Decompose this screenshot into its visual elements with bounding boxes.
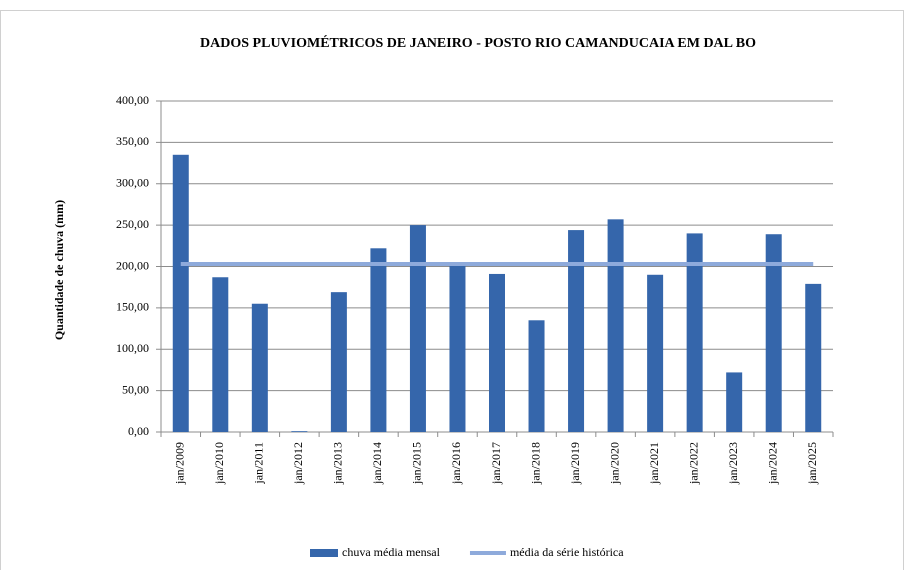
bar — [805, 283, 822, 432]
bar — [686, 233, 703, 432]
x-tick-label: jan/2011 — [252, 442, 266, 485]
y-tick-label: 250,00 — [116, 217, 149, 231]
bar — [449, 262, 466, 432]
bar — [212, 277, 229, 432]
x-tick-label: jan/2022 — [686, 442, 700, 485]
bar — [568, 230, 585, 432]
x-tick-label: jan/2009 — [173, 442, 187, 485]
x-tick-label: jan/2023 — [726, 442, 740, 485]
x-tick-label: jan/2015 — [410, 442, 424, 485]
y-tick-label: 300,00 — [116, 176, 149, 190]
x-tick-label: jan/2025 — [805, 442, 819, 485]
x-tick-label: jan/2018 — [528, 442, 542, 485]
y-tick-label: 0,00 — [128, 424, 149, 438]
y-tick-label: 100,00 — [116, 341, 149, 355]
x-tick-label: jan/2014 — [370, 442, 384, 485]
y-tick-label: 400,00 — [116, 93, 149, 107]
chart-title: DADOS PLUVIOMÉTRICOS DE JANEIRO - POSTO … — [200, 34, 756, 51]
y-tick-label: 150,00 — [116, 300, 149, 314]
x-tick-label: jan/2017 — [489, 442, 503, 485]
chart-border — [0, 10, 904, 570]
bar — [291, 431, 308, 432]
y-tick-label: 200,00 — [116, 258, 149, 272]
y-axis-title: Quantidade de chuva (mm) — [52, 200, 66, 340]
bar — [172, 154, 189, 432]
bar — [489, 273, 505, 432]
bar — [607, 219, 624, 432]
x-tick-label: jan/2016 — [449, 442, 463, 485]
y-tick-label: 50,00 — [122, 382, 149, 396]
legend-label: média da série histórica — [510, 545, 624, 559]
bar — [251, 303, 268, 432]
bar — [528, 320, 545, 432]
x-tick-label: jan/2021 — [647, 442, 661, 485]
bar — [765, 234, 782, 432]
bar — [370, 248, 387, 432]
bar — [647, 274, 664, 432]
x-tick-label: jan/2019 — [568, 442, 582, 485]
x-tick-label: jan/2020 — [607, 442, 621, 485]
bar — [330, 292, 347, 432]
x-tick-label: jan/2012 — [291, 442, 305, 485]
x-tick-label: jan/2024 — [765, 442, 779, 485]
legend-label: chuva média mensal — [342, 545, 441, 559]
x-tick-label: jan/2010 — [212, 442, 226, 485]
legend-swatch — [310, 549, 338, 557]
x-tick-label: jan/2013 — [331, 442, 345, 485]
y-tick-label: 350,00 — [116, 134, 149, 148]
bar — [726, 372, 743, 432]
bar — [409, 225, 426, 432]
